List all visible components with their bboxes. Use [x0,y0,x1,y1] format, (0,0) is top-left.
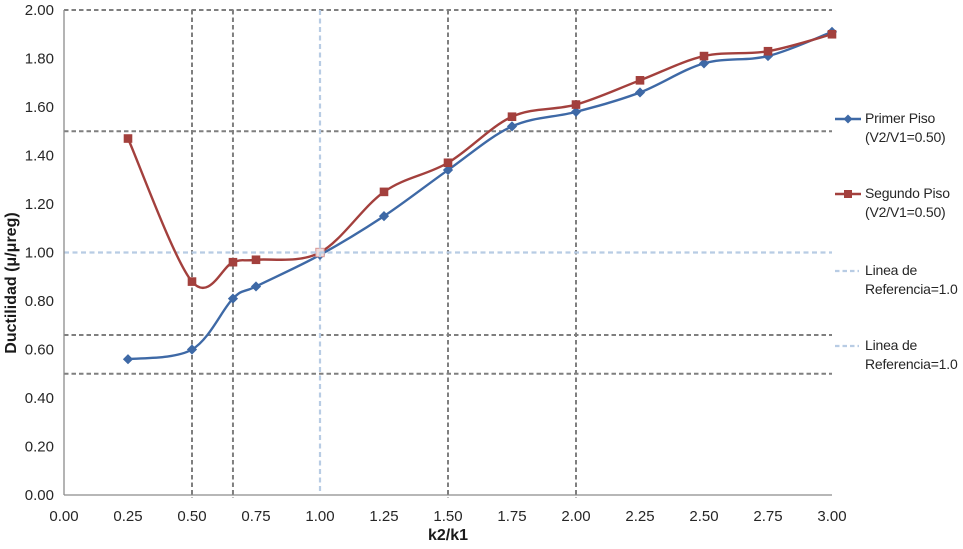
data-point-marker-square [228,257,238,267]
data-point-marker-diamond [122,354,134,365]
data-point-marker-diamond [186,344,198,355]
legend-item-linea-referencia-1: Linea de Referencia=1.0 [834,261,958,299]
data-point-marker-square [571,100,581,109]
legend-label: Linea de Referencia=1.0 [865,337,958,372]
y-tick-label: 1.80 [25,51,54,68]
data-point-marker-square [251,255,261,265]
x-tick-label: 2.50 [689,508,718,525]
y-tick-label: 1.60 [25,99,54,116]
data-point-marker-diamond [506,121,518,132]
y-tick-label: 0.20 [25,439,54,456]
data-point-marker-square [443,158,453,168]
x-tick-label: 2.25 [625,508,654,525]
y-tick-label: 0.40 [25,390,54,407]
x-tick-label: 0.00 [49,508,78,525]
data-point-marker-diamond [250,281,262,292]
data-point-marker-square [187,277,197,286]
x-tick-label: 3.00 [817,508,846,525]
legend-item-linea-referencia-2: Linea de Referencia=1.0 [834,336,958,374]
blue-line-diamond-icon [835,114,861,124]
x-tick-label: 0.50 [177,508,206,525]
y-tick-label: 1.20 [25,196,54,213]
y-tick-label: 1.00 [25,245,54,262]
x-tick-label: 1.75 [497,508,526,525]
legend: Primer Piso (V2/V1=0.50) Segundo Piso (V… [834,0,963,549]
x-axis-title: k2/k1 [427,527,469,544]
y-tick-label: 0.00 [25,487,54,504]
data-point-marker-square [827,29,837,39]
legend-label: Primer Piso (V2/V1=0.50) [865,110,946,145]
legend-label: Segundo Piso (V2/V1=0.50) [865,185,950,220]
x-tick-label: 1.50 [433,508,462,525]
x-tick-label: 1.25 [369,508,398,525]
x-tick-label: 0.25 [113,508,142,525]
data-point-marker-square [635,76,645,85]
data-point-marker-diamond [698,58,710,69]
data-point-marker-diamond [570,106,582,117]
data-point-marker-square [123,134,133,143]
data-point-marker-square [763,46,773,56]
x-tick-label: 2.00 [561,508,590,525]
data-point-marker-diamond [378,211,390,222]
legend-item-primer-piso: Primer Piso (V2/V1=0.50) [834,109,946,147]
legend-item-segundo-piso: Segundo Piso (V2/V1=0.50) [834,184,950,222]
red-line-square-icon [835,190,861,198]
data-point-marker-diamond [442,164,454,176]
legend-label: Linea de Referencia=1.0 [865,262,958,297]
y-tick-label: 0.80 [25,293,54,310]
y-axis-title: Ductilidad (μ/μreg) [3,212,20,354]
dashed-line-icon [835,344,859,348]
x-tick-label: 0.75 [241,508,270,525]
y-tick-label: 2.00 [25,2,54,19]
x-tick-label: 1.00 [305,508,334,525]
y-tick-label: 0.60 [25,342,54,359]
y-tick-label: 1.40 [25,148,54,165]
x-tick-label: 2.75 [753,508,782,525]
data-point-marker-square [699,51,709,61]
dashed-line-icon [835,269,859,273]
data-point-marker-square [379,187,389,197]
data-point-marker-diamond [634,87,646,98]
data-point-marker-diamond [227,293,239,304]
data-point-marker-square [507,112,517,122]
